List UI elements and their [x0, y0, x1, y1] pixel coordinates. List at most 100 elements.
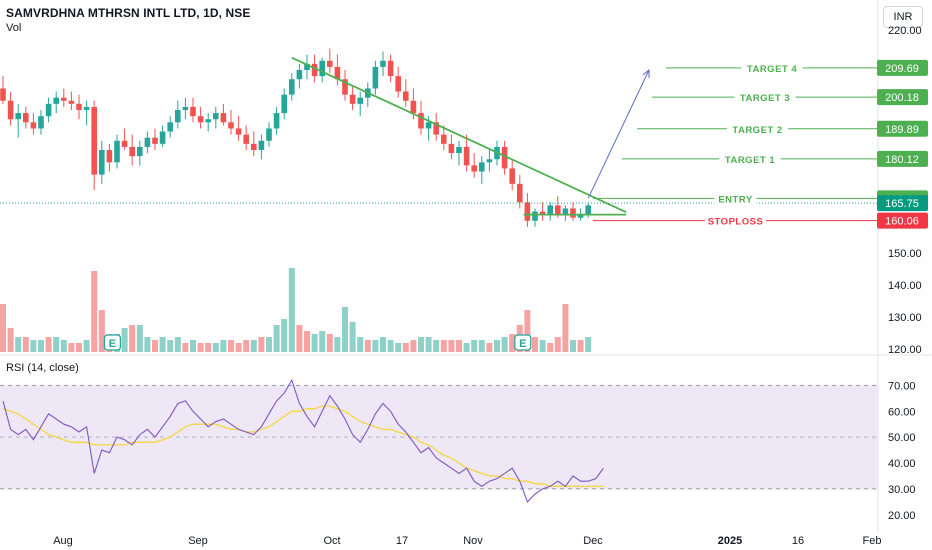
- volume-bar: [91, 271, 98, 352]
- candle-body: [220, 113, 227, 123]
- time-axis-tick-label: Feb: [863, 535, 882, 547]
- volume-bar: [7, 328, 14, 352]
- volume-bar: [334, 337, 341, 352]
- level-label: TARGET 1: [725, 155, 775, 166]
- candle-body: [228, 122, 234, 129]
- candle-body: [68, 100, 75, 104]
- rsi-axis-tick-label: 20.00: [888, 510, 916, 522]
- last-price-tag: [877, 195, 928, 212]
- level-stoploss[interactable]: STOPLOSS 160.06: [593, 212, 928, 229]
- volume-bar: [486, 343, 493, 352]
- currency-button[interactable]: INR: [883, 6, 923, 28]
- volume-bar: [570, 340, 576, 352]
- volume-bar: [53, 337, 60, 352]
- volume-bars: [0, 268, 592, 352]
- candle-body: [0, 88, 6, 101]
- price-axis-tick-label: 120.00: [888, 344, 922, 356]
- level-label-bg: [704, 214, 767, 227]
- candle-body: [319, 60, 325, 77]
- rsi-title[interactable]: RSI (14, close): [6, 362, 79, 374]
- volume-bar: [410, 340, 417, 352]
- earnings-marker-label: E: [109, 338, 116, 350]
- volume-bar: [212, 343, 219, 352]
- volume-bar: [501, 337, 508, 352]
- volume-bar: [440, 340, 447, 352]
- candle-body: [137, 146, 143, 157]
- volume-bar: [326, 334, 333, 352]
- volume-bar: [22, 337, 29, 352]
- volume-bar: [342, 307, 348, 352]
- volume-bar: [524, 310, 531, 352]
- volume-bar: [121, 328, 128, 352]
- candle-body: [243, 134, 249, 144]
- level-price-tag-text: 200.18: [885, 92, 919, 104]
- level-target-4[interactable]: TARGET 4 209.69: [666, 59, 928, 76]
- candle-body: [197, 116, 204, 123]
- volume-label[interactable]: Vol: [6, 22, 22, 34]
- volume-bar: [418, 337, 424, 352]
- candle-body: [258, 140, 265, 150]
- candle-body: [205, 119, 211, 123]
- volume-bar: [76, 343, 82, 352]
- level-price-tag: [877, 150, 928, 167]
- level-target-3[interactable]: TARGET 3 200.18: [652, 89, 928, 106]
- candles: [0, 48, 591, 227]
- earnings-marker[interactable]: E: [514, 334, 532, 351]
- volume-bar: [174, 337, 181, 352]
- candle-body: [266, 128, 272, 141]
- candle-body: [524, 202, 531, 221]
- volume-bar: [402, 343, 409, 352]
- volume-bar: [266, 337, 272, 352]
- volume-bar: [463, 343, 470, 352]
- symbol-title[interactable]: SAMVRDHNA MTHRSN INTL LTD, 1D, NSE: [6, 6, 251, 20]
- level-target-2[interactable]: TARGET 2 189.89: [637, 120, 928, 137]
- candle-body: [144, 137, 151, 147]
- candle-body: [403, 91, 409, 101]
- level-label: TARGET 3: [740, 93, 790, 104]
- volume-bar: [319, 331, 326, 352]
- level-target-1[interactable]: TARGET 1 180.12: [622, 150, 928, 167]
- level-price-tag: [877, 120, 928, 137]
- volume-bar: [448, 340, 455, 352]
- candle-body: [539, 211, 546, 215]
- volume-bar: [167, 340, 174, 352]
- time-axis-tick-label: Oct: [323, 535, 340, 547]
- volume-bar: [205, 343, 212, 352]
- time-axis-tick-label: Dec: [583, 535, 603, 547]
- candle-body: [76, 103, 82, 110]
- level-label: TARGET 4: [747, 64, 797, 75]
- price-axis-tick-label: 220.00: [888, 25, 922, 37]
- candle-body: [304, 63, 310, 70]
- volume-bar: [273, 325, 280, 352]
- time-axis-tick-label: 2025: [718, 535, 742, 547]
- descending-trendline[interactable]: [291, 56, 627, 213]
- rsi-line[interactable]: [2, 378, 604, 503]
- volume-bar: [228, 340, 234, 352]
- candle-body: [479, 162, 485, 172]
- level-label: STOPLOSS: [708, 217, 764, 228]
- volume-bar: [0, 304, 6, 352]
- level-price-tag: [877, 212, 928, 229]
- projection-arrow-line[interactable]: [587, 69, 650, 199]
- candle-body: [342, 79, 348, 95]
- earnings-marker[interactable]: E: [103, 334, 122, 351]
- candle-body: [273, 113, 280, 129]
- candle-body: [433, 122, 439, 135]
- level-price-tag-text: 180.12: [885, 154, 919, 166]
- volume-bar: [296, 325, 303, 352]
- candle-body: [213, 113, 219, 120]
- volume-bar: [235, 343, 242, 352]
- volume-bar: [494, 340, 500, 352]
- volume-bar: [357, 337, 364, 352]
- volume-bar: [281, 319, 288, 352]
- level-price-tag-text: 160.06: [885, 216, 919, 228]
- candle-body: [532, 211, 538, 221]
- volume-bar: [532, 337, 538, 352]
- candle-body: [327, 60, 333, 67]
- volume-bar: [15, 337, 22, 352]
- earnings-marker-box: [514, 334, 532, 351]
- level-price-tag: [877, 89, 928, 106]
- candle-body: [395, 76, 401, 92]
- earnings-marker-label: E: [519, 338, 526, 350]
